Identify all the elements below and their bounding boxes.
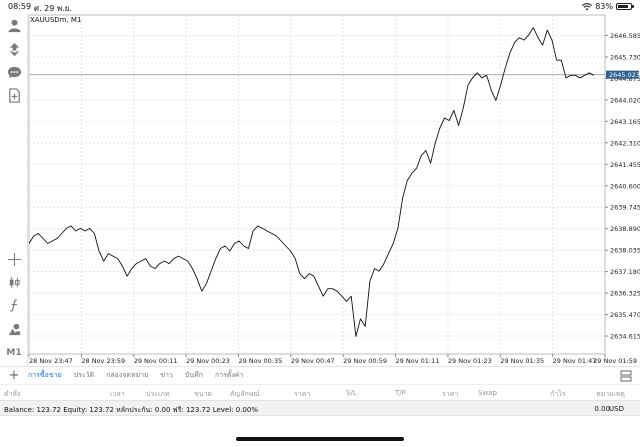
x-tick-label: 29 Nov 01:59: [593, 357, 637, 365]
tab-news[interactable]: ข่าว: [160, 371, 173, 379]
y-tick-label: 2636.325: [610, 290, 640, 298]
x-tick-label: 29 Nov 00:23: [186, 357, 230, 365]
x-tick-label: 28 Nov 23:59: [81, 357, 125, 365]
y-tick-label: 2643.165: [610, 118, 640, 126]
add-icon[interactable]: +: [8, 368, 20, 383]
timeframe-button[interactable]: M1: [6, 348, 22, 358]
column-header: ขนาด: [194, 390, 213, 398]
battery-icon: [616, 3, 634, 10]
trade-arrows-icon[interactable]: [3, 40, 25, 58]
status-bar: 08:59 ศ. 29 พ.ย. 83%: [0, 0, 640, 14]
y-tick-label: 2637.180: [610, 268, 640, 276]
x-tick-label: 29 Nov 00:59: [343, 357, 387, 365]
column-header: ประเภท: [146, 390, 170, 398]
column-header: ราคา: [442, 390, 459, 398]
column-header: T/P: [395, 389, 406, 397]
tab-mailbox[interactable]: กล่องจดหมาย: [106, 371, 149, 379]
positions-table-header: คำสั่ง เวลา ประเภท ขนาด สัญลักษณ์ ราคา S…: [0, 384, 640, 400]
x-tick-label: 29 Nov 01:47: [553, 357, 597, 365]
chat-icon[interactable]: [3, 63, 25, 81]
y-tick-label: 2640.600: [610, 182, 640, 190]
account-icon[interactable]: [3, 16, 25, 34]
column-header: Swap: [478, 389, 497, 397]
indicators-icon[interactable]: [3, 296, 25, 314]
x-tick-label: 29 Nov 00:47: [291, 357, 335, 365]
y-tick-label: 2634.615: [610, 333, 640, 341]
column-header: หมายเหตุ: [596, 390, 625, 398]
column-header: สัญลักษณ์: [230, 390, 260, 398]
terminal-tabs: + การซื้อขาย ประวัติ กล่องจดหมาย ข่าว บั…: [0, 366, 640, 384]
price-chart[interactable]: 2646.585 2645.730 2644.875 2644.020 2643.165…: [28, 14, 640, 366]
y-tick-label: 2642.310: [610, 139, 640, 147]
y-tick-label: 2638.035: [610, 247, 640, 255]
balance-summary: Balance: 123.72 Equity: 123.72 หลักประกั…: [4, 406, 258, 414]
tab-settings[interactable]: การตั้งค่า: [214, 371, 244, 379]
panel-toggle-icon[interactable]: [620, 370, 632, 382]
column-header: เวลา: [110, 390, 125, 398]
crosshair-icon[interactable]: [3, 250, 25, 268]
column-header: S/L: [346, 389, 357, 397]
status-time: 08:59: [8, 2, 32, 11]
y-tick-label: 2635.470: [610, 311, 640, 319]
y-tick-label: 2644.875: [610, 75, 640, 83]
chart-toolbar: M1: [0, 14, 28, 366]
y-tick-label: 2639.745: [610, 204, 640, 212]
x-tick-label: 28 Nov 23:47: [29, 357, 73, 365]
x-tick-label: 29 Nov 01:11: [396, 357, 440, 365]
price-chart-svg[interactable]: 2646.585 2645.730 2644.875 2644.020 2643.165…: [28, 14, 640, 366]
y-tick-label: 2638.890: [610, 225, 640, 233]
tab-history[interactable]: ประวัติ: [73, 371, 95, 379]
x-tick-label: 29 Nov 00:11: [134, 357, 178, 365]
y-tick-label: 2646.585: [610, 32, 640, 40]
tab-journal[interactable]: บันทึก: [184, 371, 203, 379]
current-price-label: 2645.023: [609, 71, 640, 79]
balance-bar: Balance: 123.72 Equity: 123.72 หลักประกั…: [0, 400, 640, 416]
tab-trade[interactable]: การซื้อขาย: [28, 371, 62, 379]
y-tick-label: 2645.730: [610, 53, 640, 61]
account-currency: USD: [609, 405, 624, 413]
new-document-icon[interactable]: [3, 86, 25, 104]
status-right: 83%: [582, 2, 634, 11]
battery-percent: 83%: [595, 2, 613, 11]
home-indicator[interactable]: [236, 437, 404, 441]
column-header: ราคา: [294, 390, 311, 398]
candlestick-icon[interactable]: [3, 273, 25, 291]
x-tick-label: 29 Nov 01:23: [448, 357, 492, 365]
y-tick-label: 2644.020: [610, 96, 640, 104]
x-tick-label: 29 Nov 01:35: [500, 357, 544, 365]
total-profit: 0.00: [594, 405, 610, 413]
wifi-icon: [582, 2, 593, 10]
x-tick-label: 29 Nov 00:35: [238, 357, 282, 365]
objects-icon[interactable]: [3, 320, 25, 338]
column-header: กำไร: [550, 390, 566, 398]
chart-symbol-label: XAUUSDm, M1: [30, 16, 82, 24]
status-date: ศ. 29 พ.ย.: [34, 4, 72, 13]
column-header: คำสั่ง: [4, 390, 21, 398]
current-price-tag: [606, 70, 639, 79]
price-series-line: [28, 27, 595, 337]
y-tick-label: 2641.455: [610, 161, 640, 169]
